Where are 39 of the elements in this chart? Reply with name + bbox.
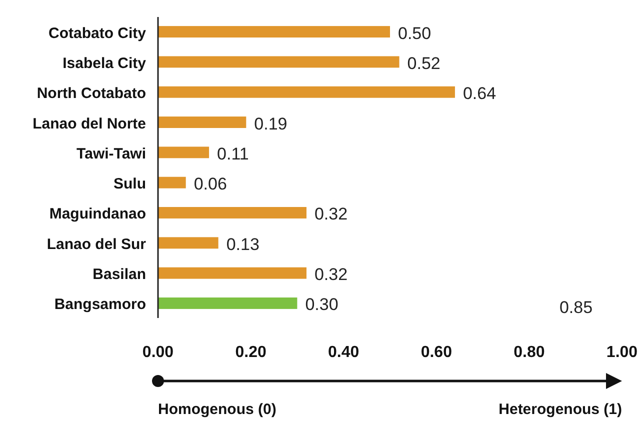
y-tick-label: Cotabato City xyxy=(48,24,147,42)
y-tick-label: Lanao del Norte xyxy=(32,115,146,132)
x-tick-label: 1.00 xyxy=(606,344,638,361)
data-label: 0.32 xyxy=(314,204,348,224)
bar xyxy=(158,207,306,218)
y-tick-label: North Cotabato xyxy=(36,85,146,102)
x-tick-label: 0.00 xyxy=(142,344,174,361)
y-tick-label: Sulu xyxy=(114,176,146,193)
y-tick-label: Basilan xyxy=(92,266,146,284)
bar xyxy=(158,56,400,68)
x-tick-label: 0.20 xyxy=(235,344,266,361)
data-label: 0.52 xyxy=(407,54,440,73)
x-tick-label: 0.60 xyxy=(420,344,452,361)
y-tick-label: Maguindanao xyxy=(49,206,146,223)
data-label: 0.64 xyxy=(462,84,496,104)
data-label: 0.30 xyxy=(305,295,338,314)
y-tick-label: Bangsamoro xyxy=(54,296,146,314)
data-label: 0.50 xyxy=(398,24,432,43)
data-label: 0.06 xyxy=(194,174,227,194)
x-tick-label: 0.80 xyxy=(514,344,545,361)
y-tick-label: Tawi-Tawi xyxy=(76,145,146,162)
bar xyxy=(158,146,210,158)
bar xyxy=(158,176,186,188)
x-tick-label: 0.40 xyxy=(328,344,360,361)
bar xyxy=(158,26,390,38)
bar xyxy=(158,237,218,249)
text: Homogenous (0) xyxy=(158,401,276,418)
bar xyxy=(158,267,306,279)
annotation: 0.85 xyxy=(559,298,593,317)
data-label: 0.11 xyxy=(217,144,249,164)
bar xyxy=(158,116,246,128)
text: Heterogenous (1) xyxy=(498,401,622,418)
data-label: 0.32 xyxy=(314,265,348,284)
bar xyxy=(158,86,455,98)
bar xyxy=(158,297,298,309)
y-tick-label: Isabela City xyxy=(62,54,147,72)
data-label: 0.19 xyxy=(254,114,288,134)
data-label: 0.13 xyxy=(226,234,260,254)
y-tick-label: Lanao del Sur xyxy=(46,236,146,253)
